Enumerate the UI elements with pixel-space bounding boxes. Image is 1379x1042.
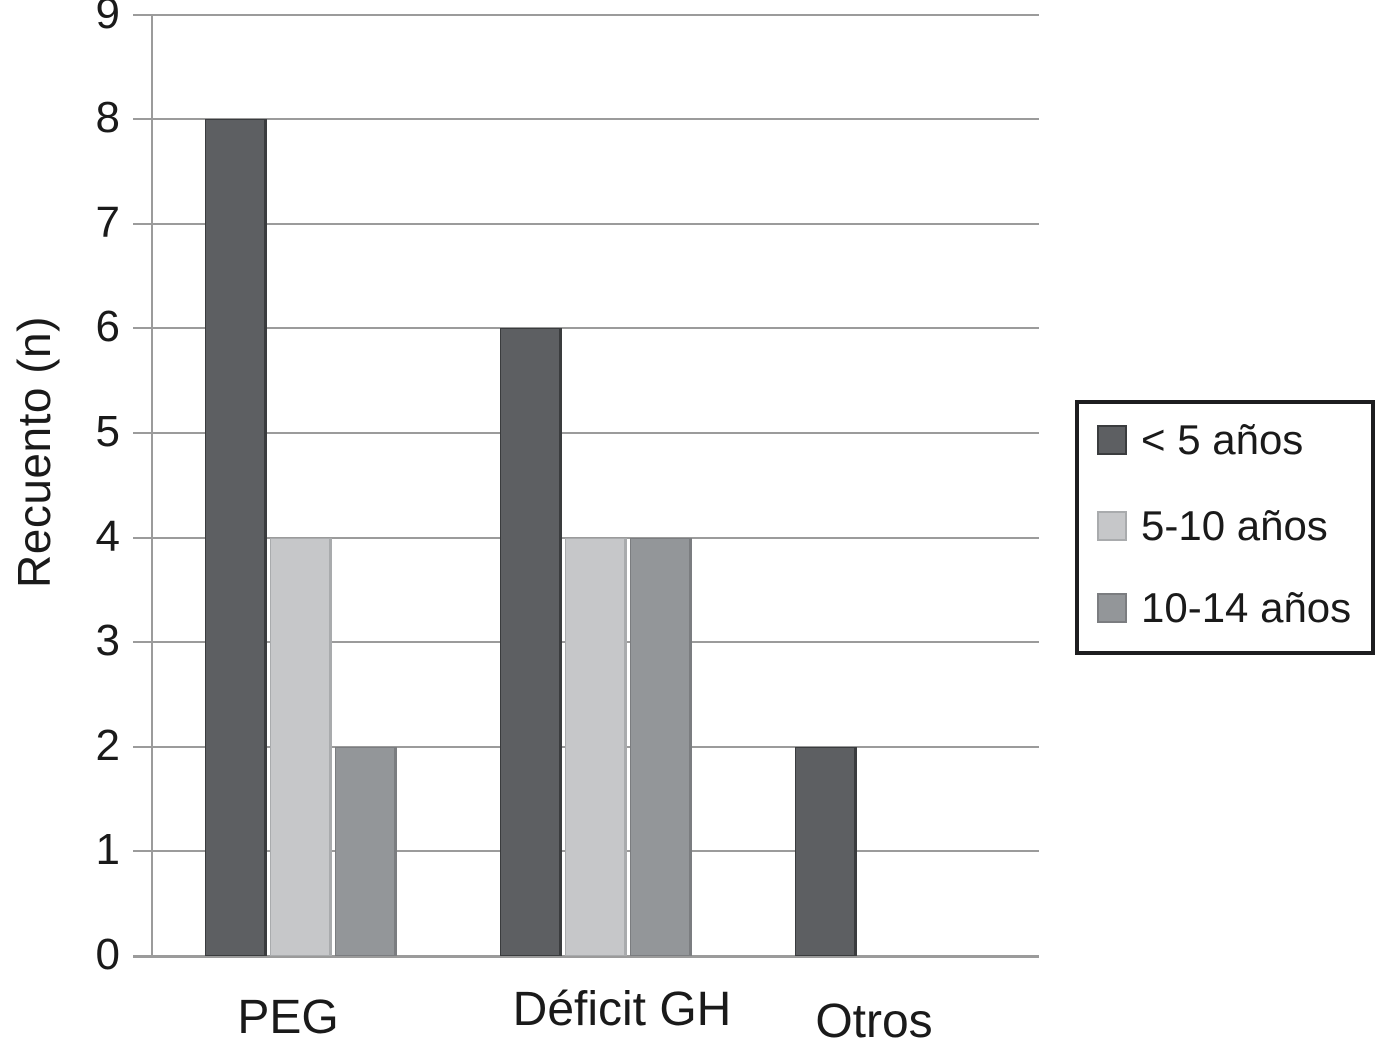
bar-peg-series-2: [335, 746, 397, 956]
legend-swatch-icon: [1097, 511, 1127, 541]
x-axis-baseline: [133, 955, 1039, 958]
x-category-label: PEG: [237, 991, 339, 1042]
y-tick-label: 8: [95, 93, 120, 143]
y-tick-label: 1: [95, 825, 120, 875]
bar-peg-series-1: [270, 537, 332, 956]
legend-label: < 5 años: [1141, 416, 1304, 463]
y-tick-label: 9: [95, 0, 120, 38]
y-tick-label: 7: [95, 197, 120, 247]
gridline: [133, 327, 1039, 330]
x-category-label: Déficit GH: [512, 983, 732, 1036]
legend-label: 10-14 años: [1141, 584, 1352, 631]
legend-item: 10-14 años: [1097, 584, 1352, 631]
bar-d-ficit-gh-series-1: [565, 537, 627, 956]
y-tick-label: 5: [95, 407, 120, 456]
gridline: [133, 222, 1039, 225]
bar-d-ficit-gh-series-2: [630, 537, 692, 956]
x-category-label: Otros: [815, 995, 933, 1042]
gridline: [133, 432, 1039, 434]
legend-label: 5-10 años: [1141, 502, 1328, 549]
y-axis-line: [151, 14, 153, 958]
legend: < 5 años 5-10 años 10-14 años: [1075, 400, 1375, 655]
bar-otros-series-0: [795, 746, 857, 956]
gridline: [133, 118, 1039, 121]
legend-swatch-icon: [1097, 425, 1127, 455]
y-tick-label: 3: [95, 616, 120, 666]
y-tick-label: 6: [95, 302, 120, 352]
y-tick-label: 4: [95, 511, 120, 561]
bar-d-ficit-gh-series-0: [500, 328, 562, 956]
legend-item: < 5 años: [1097, 416, 1304, 463]
y-tick-label: 2: [95, 720, 120, 770]
y-tick-label: 0: [95, 930, 120, 979]
legend-swatch-icon: [1097, 593, 1127, 623]
gridline: [133, 13, 1039, 16]
legend-item: 5-10 años: [1097, 502, 1328, 549]
bar-peg-series-0: [205, 119, 267, 956]
